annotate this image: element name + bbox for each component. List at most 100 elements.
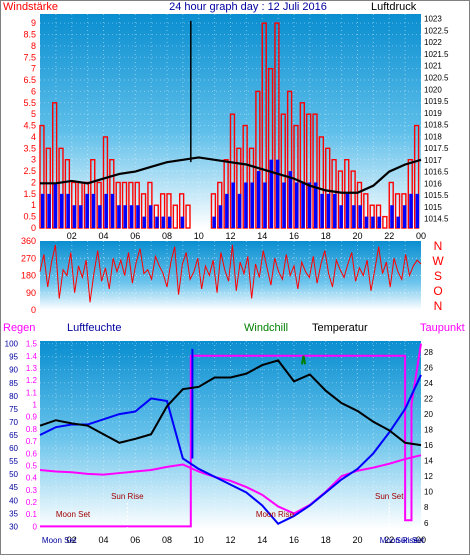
hour-tick-label: 02 bbox=[67, 231, 77, 241]
direction-tick-label: 360 bbox=[21, 236, 36, 246]
hour-tick-label: 08 bbox=[162, 231, 172, 241]
compass-label: W bbox=[432, 254, 444, 268]
gust-bar bbox=[263, 182, 267, 228]
pressure-tick-label: 1015 bbox=[424, 203, 442, 212]
gust-bar bbox=[237, 193, 242, 228]
hour-tick-label: 08 bbox=[162, 535, 172, 545]
wind-tick-label: 6 bbox=[31, 86, 36, 96]
gust-bar bbox=[339, 205, 343, 228]
wind-tick-label: 2.5 bbox=[23, 166, 36, 176]
wind-tick-label: 3.5 bbox=[23, 143, 36, 153]
wind-tick-label: 8.5 bbox=[23, 29, 36, 39]
pressure-tick-label: 1014.5 bbox=[424, 215, 449, 224]
gust-bar bbox=[415, 193, 420, 228]
humidity-tick-label: 85 bbox=[9, 379, 18, 388]
gust-bar bbox=[85, 193, 89, 228]
hour-tick-label: 20 bbox=[352, 231, 362, 241]
dewpoint-line bbox=[39, 454, 422, 515]
temperature-tick-label: 8 bbox=[424, 503, 429, 512]
wind-tick-label: 5 bbox=[31, 109, 36, 119]
gust-bar bbox=[244, 182, 248, 228]
annotation-label: Sun Rise bbox=[111, 492, 144, 501]
temperature-line bbox=[39, 359, 422, 447]
rain-tick-label: 0.8 bbox=[26, 425, 38, 434]
direction-tick-label: 180 bbox=[21, 271, 36, 281]
wind-bar bbox=[185, 204, 191, 229]
hour-tick-label: 12 bbox=[225, 535, 235, 545]
wind-tick-label: 2 bbox=[31, 177, 36, 187]
hour-tick-label: 10 bbox=[194, 231, 204, 241]
compass-label: N bbox=[434, 239, 443, 253]
gust-bar bbox=[155, 216, 159, 228]
hour-tick-label: 02 bbox=[67, 535, 77, 545]
compass-label: N bbox=[434, 299, 443, 313]
hour-tick-label: 14 bbox=[257, 231, 267, 241]
gust-bar bbox=[136, 205, 140, 228]
gust-bar bbox=[288, 171, 293, 228]
gust-bar bbox=[390, 205, 394, 228]
annotation-label: Moon Set bbox=[42, 536, 77, 545]
gust-bar bbox=[110, 193, 115, 228]
pressure-tick-label: 1018.5 bbox=[424, 121, 449, 130]
humidity-tick-label: 100 bbox=[5, 340, 19, 349]
annotation-label: Moon Set bbox=[56, 510, 91, 519]
gust-bar bbox=[123, 205, 127, 228]
annotation-label: Sun Set bbox=[396, 536, 425, 545]
pressure-tick-label: 1017 bbox=[424, 156, 442, 165]
temperature-tick-label: 28 bbox=[424, 348, 433, 357]
wind-bars bbox=[39, 22, 420, 229]
gust-bar bbox=[231, 182, 235, 228]
gust-bar bbox=[326, 193, 331, 228]
wind-tick-label: 3 bbox=[31, 155, 36, 165]
humidity-tick-label: 65 bbox=[9, 431, 18, 440]
wind-tick-label: 8 bbox=[31, 41, 36, 51]
rain-tick-label: 1.3 bbox=[26, 364, 38, 373]
pressure-tick-label: 1020.5 bbox=[424, 73, 449, 82]
temperature-tick-label: 22 bbox=[424, 394, 433, 403]
humidity-tick-label: 55 bbox=[9, 457, 18, 466]
gust-bar bbox=[294, 182, 299, 228]
gust-bar bbox=[129, 205, 134, 228]
gust-bar bbox=[345, 193, 350, 228]
graph-title: 24 hour graph day : 12 Juli 2016 bbox=[169, 1, 327, 13]
temperature-tick-label: 24 bbox=[424, 379, 433, 388]
hour-tick-label: 10 bbox=[194, 535, 204, 545]
temperatur-label: Temperatur bbox=[312, 322, 368, 334]
gust-bar bbox=[72, 205, 77, 228]
rain-line bbox=[40, 343, 422, 528]
gust-bar bbox=[47, 193, 51, 228]
taupunkt-label: Taupunkt bbox=[420, 322, 465, 334]
gust-bar bbox=[320, 193, 324, 228]
gust-bar bbox=[256, 171, 261, 228]
hour-tick-label: 12 bbox=[225, 231, 235, 241]
hour-tick-label: 20 bbox=[352, 535, 362, 545]
gust-bar bbox=[53, 182, 58, 228]
temperature-tick-label: 6 bbox=[424, 519, 429, 528]
humidity-tick-label: 90 bbox=[9, 366, 18, 375]
pressure-line bbox=[40, 20, 422, 194]
temperature-tick-label: 12 bbox=[424, 472, 433, 481]
gust-bar bbox=[218, 205, 223, 228]
temp-humidity-lines bbox=[39, 343, 422, 528]
wind-bar bbox=[382, 215, 388, 229]
gust-bar bbox=[409, 193, 413, 228]
gust-bar bbox=[212, 216, 216, 228]
compass-label: O bbox=[433, 284, 442, 298]
pressure-tick-label: 1022 bbox=[424, 38, 442, 47]
gust-bar bbox=[358, 205, 362, 228]
humidity-tick-label: 95 bbox=[9, 353, 18, 362]
pressure-tick-label: 1018 bbox=[424, 132, 442, 141]
temperature-tick-label: 14 bbox=[424, 457, 433, 466]
rain-tick-label: 0.3 bbox=[26, 486, 38, 495]
hour-tick-label: 22 bbox=[384, 231, 394, 241]
gust-bar bbox=[396, 216, 401, 228]
rain-tick-label: 0.7 bbox=[26, 437, 38, 446]
gust-bar bbox=[402, 205, 407, 228]
wind-tick-label: 4.5 bbox=[23, 121, 36, 131]
gust-bar bbox=[104, 193, 108, 228]
pressure-line bbox=[40, 156, 422, 194]
hour-tick-label: 18 bbox=[321, 535, 331, 545]
temperature-tick-label: 18 bbox=[424, 426, 433, 435]
wind-tick-label: 4 bbox=[31, 132, 36, 142]
